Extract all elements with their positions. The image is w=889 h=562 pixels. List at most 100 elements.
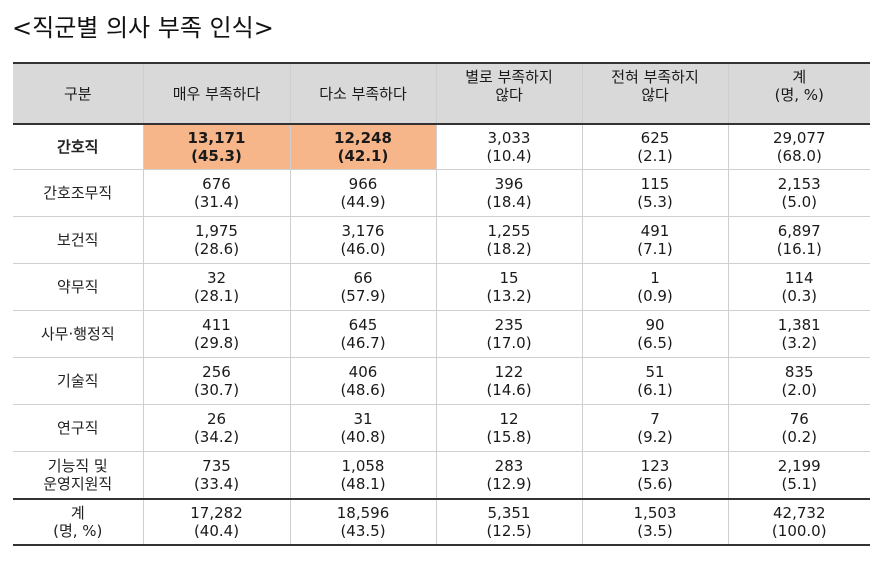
cell-count: 411	[202, 316, 231, 334]
cell-percent: (100.0)	[771, 522, 827, 540]
cell-count: 66	[353, 269, 373, 287]
data-cell-highlighted: 12,248 (42.1)	[289, 123, 437, 170]
header-not-at-all-short-line1: 전혀 부족하지	[611, 68, 699, 86]
data-cell-highlighted: 13,171 (45.3)	[142, 123, 291, 170]
cell-percent: (15.8)	[486, 428, 532, 446]
cell-count: 32	[206, 269, 227, 287]
header-not-at-all-short: 전혀 부족하지 않다	[581, 62, 729, 125]
data-cell: 396 (18.4)	[435, 169, 583, 217]
total-cell: 42,732 (100.0)	[727, 498, 870, 546]
row-label-line2: 운영지원직	[43, 475, 113, 493]
cell-percent: (0.2)	[781, 428, 818, 446]
total-label-line1: 계	[70, 504, 85, 522]
data-cell: 115 (5.3)	[581, 169, 729, 217]
table-row: 간호직 13,171 (45.3) 12,248 (42.1) 3,033 (1…	[13, 123, 870, 170]
cell-count: 396	[494, 175, 524, 193]
row-label: 간호직	[13, 123, 144, 170]
cell-count: 3,176	[341, 222, 385, 240]
row-label: 간호조무직	[13, 169, 144, 217]
cell-percent: (18.2)	[486, 240, 532, 258]
total-label-line2: (명, %)	[53, 522, 103, 540]
cell-percent: (2.1)	[637, 147, 673, 165]
header-not-at-all-short-line2: 않다	[641, 86, 669, 104]
data-cell: 235 (17.0)	[435, 310, 583, 358]
header-total-line1: 계	[792, 68, 807, 86]
total-cell: 1,503 (3.5)	[581, 498, 729, 546]
cell-count: 676	[202, 175, 231, 193]
data-cell: 6,897 (16.1)	[727, 216, 870, 264]
cell-percent: (43.5)	[340, 522, 386, 540]
cell-percent: (33.4)	[193, 475, 240, 493]
cell-percent: (48.1)	[340, 475, 386, 493]
cell-count: 1,058	[341, 457, 385, 475]
row-label: 사무·행정직	[13, 310, 144, 358]
cell-percent: (18.4)	[486, 193, 532, 211]
cell-count: 29,077	[773, 129, 826, 147]
cell-percent: (7.1)	[637, 240, 673, 258]
data-cell: 2,153 (5.0)	[727, 169, 870, 217]
cell-count: 115	[640, 175, 670, 193]
cell-percent: (46.7)	[340, 334, 386, 352]
cell-count: 15	[499, 269, 519, 287]
cell-percent: (34.2)	[193, 428, 240, 446]
data-cell: 29,077 (68.0)	[727, 123, 870, 170]
cell-count: 90	[645, 316, 665, 334]
table-row: 연구직 26 (34.2) 31 (40.8) 12 (15.8) 7 (9.2…	[13, 404, 870, 452]
cell-percent: (5.1)	[781, 475, 818, 493]
data-cell: 676 (31.4)	[142, 169, 291, 217]
data-cell: 1,975 (28.6)	[142, 216, 291, 264]
table-row: 기능직 및 운영지원직 735 (33.4) 1,058 (48.1) 283 …	[13, 451, 870, 500]
row-label-line1: 기능직 및	[47, 457, 108, 475]
data-cell: 12 (15.8)	[435, 404, 583, 452]
header-very-short: 매우 부족하다	[142, 62, 291, 125]
cell-count: 2,199	[777, 457, 821, 475]
cell-count: 283	[494, 457, 524, 475]
row-label: 기술직	[13, 357, 144, 405]
data-cell: 3,176 (46.0)	[289, 216, 437, 264]
cell-count: 76	[789, 410, 809, 428]
cell-percent: (40.8)	[340, 428, 386, 446]
data-cell: 123 (5.6)	[581, 451, 729, 500]
cell-percent: (3.2)	[781, 334, 818, 352]
cell-count: 1,975	[195, 222, 238, 240]
cell-count: 18,596	[336, 504, 390, 522]
data-cell: 66 (57.9)	[289, 263, 437, 311]
header-somewhat-short: 다소 부족하다	[289, 62, 437, 125]
cell-count: 12	[499, 410, 519, 428]
table-row: 사무·행정직 411 (29.8) 645 (46.7) 235 (17.0) …	[13, 310, 870, 358]
data-cell: 625 (2.1)	[581, 123, 729, 170]
data-cell: 256 (30.7)	[142, 357, 291, 405]
cell-count: 645	[348, 316, 378, 334]
cell-percent: (45.3)	[191, 147, 242, 165]
cell-count: 235	[494, 316, 524, 334]
cell-count: 42,732	[773, 504, 826, 522]
cell-percent: (48.6)	[340, 381, 386, 399]
cell-count: 13,171	[187, 129, 246, 147]
cell-count: 12,248	[334, 129, 392, 147]
row-label: 보건직	[13, 216, 144, 264]
cell-count: 122	[494, 363, 524, 381]
table-row: 약무직 32 (28.1) 66 (57.9) 15 (13.2) 1 (0.9…	[13, 263, 870, 311]
row-label: 약무직	[13, 263, 144, 311]
table-title: <직군별 의사 부족 인식>	[12, 14, 274, 42]
data-cell: 15 (13.2)	[435, 263, 583, 311]
header-not-very-short: 별로 부족하지 않다	[435, 62, 583, 125]
header-total: 계 (명, %)	[727, 62, 870, 125]
data-cell: 51 (6.1)	[581, 357, 729, 405]
table-row: 기술직 256 (30.7) 406 (48.6) 122 (14.6) 51 …	[13, 357, 870, 405]
data-cell: 645 (46.7)	[289, 310, 437, 358]
total-cell: 5,351 (12.5)	[435, 498, 583, 546]
cell-count: 7	[650, 410, 660, 428]
cell-count: 1	[650, 269, 660, 287]
cell-percent: (3.5)	[637, 522, 673, 540]
cell-percent: (12.5)	[486, 522, 532, 540]
cell-count: 17,282	[190, 504, 243, 522]
data-cell: 26 (34.2)	[142, 404, 291, 452]
cell-count: 5,351	[487, 504, 531, 522]
cell-percent: (9.2)	[637, 428, 673, 446]
total-cell: 17,282 (40.4)	[142, 498, 291, 546]
data-cell: 1,058 (48.1)	[289, 451, 437, 500]
total-cell: 18,596 (43.5)	[289, 498, 437, 546]
header-row: 구분 매우 부족하다 다소 부족하다 별로 부족하지 않다 전혀 부족하지 않다…	[13, 62, 870, 125]
cell-percent: (2.0)	[781, 381, 818, 399]
